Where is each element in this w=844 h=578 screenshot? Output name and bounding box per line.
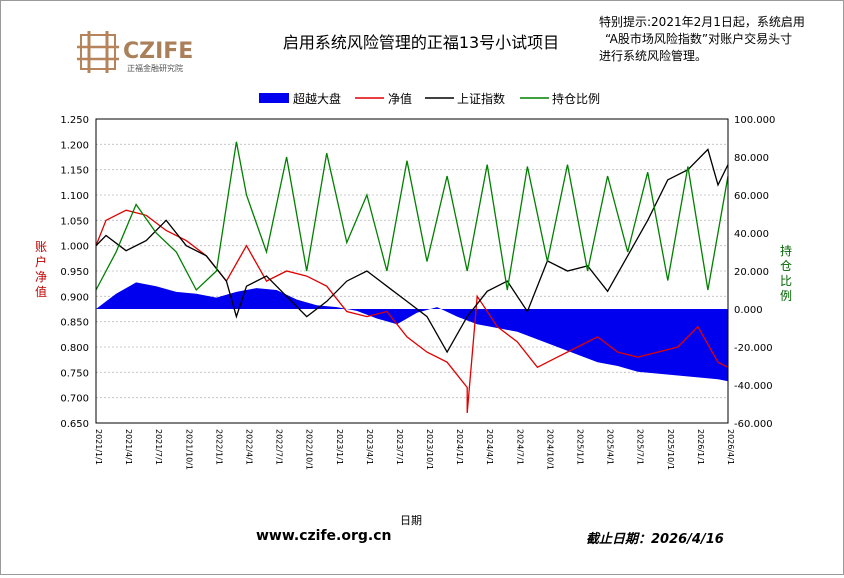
series-area-excess: [96, 282, 728, 382]
notice-line-2: “A股市场风险指数”对账户交易头寸: [605, 31, 792, 46]
notice-line-3: 进行系统风险管理。: [599, 48, 707, 63]
left-tick-label: 1.150: [60, 166, 89, 177]
x-tick-label: 2026/4/1: [726, 429, 735, 465]
left-tick-label: 0.900: [60, 292, 89, 303]
left-tick-label: 0.850: [60, 318, 89, 329]
x-tick-label: 2024/4/1: [485, 429, 494, 465]
x-tick-label: 2021/10/1: [184, 429, 193, 470]
right-tick-label: -60.000: [734, 419, 773, 430]
legend-label-position: 持仓比例: [552, 91, 600, 106]
x-tick-label: 2021/7/1: [154, 429, 163, 465]
x-tick-label: 2022/10/1: [305, 429, 314, 470]
x-tick-label: 2021/4/1: [124, 429, 133, 465]
series-line-position: [95, 141, 729, 292]
right-tick-label: 20.000: [734, 267, 769, 278]
left-tick-label: 1.000: [60, 242, 89, 253]
series-line-index: [95, 148, 729, 354]
left-axis-ticks: 0.650 0.700 0.750 0.800 0.850 0.900 0.950 1.000…: [60, 115, 89, 430]
logo-subtitle: 正福金融研究院: [127, 63, 183, 73]
left-tick-label: 0.700: [60, 394, 89, 405]
legend-label-nav: 净值: [388, 91, 412, 106]
cutoff-date: 截止日期：2026/4/16: [586, 531, 724, 547]
x-axis-ticks: 2021/1/1 2021/4/1 2021/7/1 2021/10/1 2022/1/…: [94, 429, 735, 470]
website-text: www.czife.org.cn: [256, 528, 392, 544]
legend-label-index: 上证指数: [457, 91, 505, 106]
left-tick-label: 0.800: [60, 343, 89, 354]
left-tick-label: 1.050: [60, 216, 89, 227]
chart-title: 启用系统风险管理的正福13号小试项目: [283, 33, 559, 52]
right-tick-label: -40.000: [734, 381, 773, 392]
x-tick-label: 2023/10/1: [425, 429, 434, 470]
czife-logo: CZIFE 正福金融研究院: [77, 31, 193, 73]
logo-mark: [80, 34, 116, 70]
x-tick-label: 2026/1/1: [696, 429, 705, 465]
logo-text: CZIFE: [123, 39, 193, 64]
plot-border: [95, 118, 729, 424]
grid: [96, 118, 728, 424]
legend: 超越大盘 净值 上证指数 持仓比例: [259, 91, 600, 106]
left-tick-label: 1.100: [60, 191, 89, 202]
right-tick-label: 40.000: [734, 229, 769, 240]
left-tick-label: 1.200: [60, 140, 89, 151]
left-tick-label: 1.250: [60, 115, 89, 126]
x-tick-label: 2022/1/1: [214, 429, 223, 465]
right-axis-title: 持仓比例: [780, 243, 792, 303]
x-tick-label: 2022/4/1: [244, 429, 253, 465]
x-axis-title: 日期: [400, 514, 422, 527]
x-tick-label: 2025/10/1: [666, 429, 675, 470]
x-tick-label: 2025/1/1: [576, 429, 585, 465]
x-tick-label: 2024/1/1: [455, 429, 464, 465]
x-tick-label: 2023/7/1: [395, 429, 404, 465]
right-tick-label: -20.000: [734, 343, 773, 354]
left-tick-label: 0.950: [60, 267, 89, 278]
x-tick-label: 2023/1/1: [335, 429, 344, 465]
plot-marks: [95, 141, 729, 413]
x-tick-label: 2021/1/1: [94, 429, 103, 465]
x-tick-label: 2024/10/1: [545, 429, 554, 470]
left-axis-title: 账户净值: [35, 240, 47, 299]
legend-label-excess: 超越大盘: [293, 91, 341, 106]
x-tick-label: 2025/4/1: [606, 429, 615, 465]
right-tick-label: 0.000: [734, 305, 763, 316]
right-tick-label: 100.000: [734, 115, 775, 126]
x-tick-label: 2023/4/1: [365, 429, 374, 465]
right-tick-label: 80.000: [734, 153, 769, 164]
left-tick-label: 0.750: [60, 368, 89, 379]
right-axis-ticks: -60.000 -40.000 -20.000 0.000 20.000 40.000 60…: [734, 115, 775, 430]
x-tick-label: 2024/7/1: [515, 429, 524, 465]
x-tick-label: 2022/7/1: [275, 429, 284, 465]
legend-swatch-excess: [259, 93, 289, 103]
x-tick-label: 2025/7/1: [636, 429, 645, 465]
series-line-nav: [95, 209, 729, 413]
right-tick-label: 60.000: [734, 191, 769, 202]
left-tick-label: 0.650: [60, 419, 89, 430]
notice-line-1: 特别提示:2021年2月1日起，系统启用: [599, 14, 805, 29]
